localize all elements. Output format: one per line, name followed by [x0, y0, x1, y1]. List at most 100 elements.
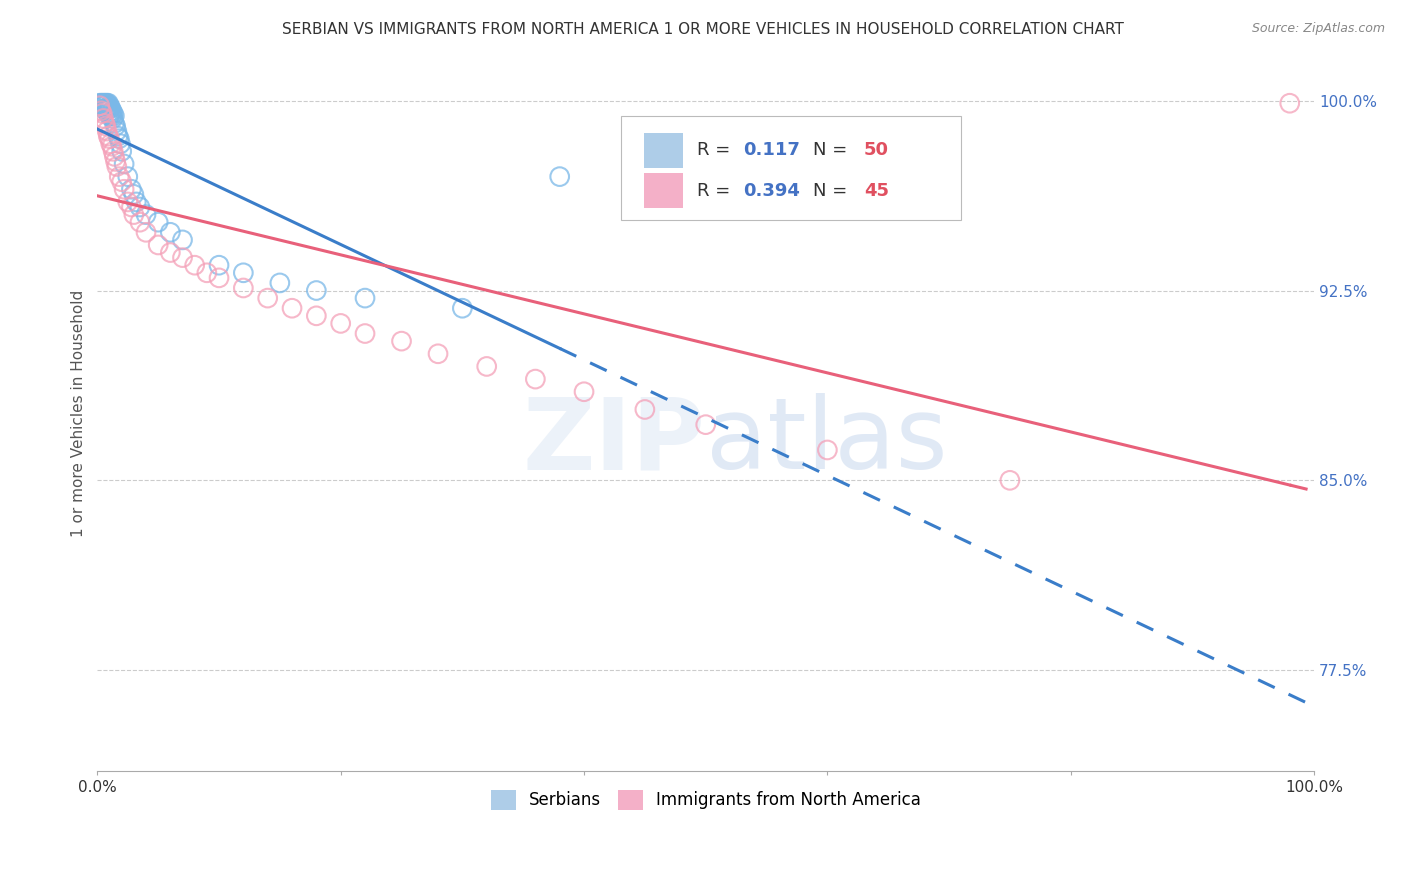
Legend: Serbians, Immigrants from North America: Serbians, Immigrants from North America	[484, 783, 928, 817]
Point	[159, 245, 181, 260]
Point	[281, 301, 304, 316]
Point	[91, 96, 114, 111]
Point	[256, 291, 278, 305]
Point	[98, 99, 121, 113]
Point	[101, 145, 124, 159]
Point	[112, 182, 135, 196]
Text: ZIP: ZIP	[523, 393, 706, 491]
Point	[111, 145, 134, 159]
Point	[1278, 96, 1301, 111]
Point	[172, 251, 194, 265]
Point	[103, 109, 125, 123]
Point	[91, 106, 114, 120]
Point	[391, 334, 413, 348]
Text: 45: 45	[863, 181, 889, 200]
Point	[93, 96, 115, 111]
Point	[232, 281, 254, 295]
Point	[104, 119, 127, 133]
Point	[104, 154, 127, 169]
Point	[93, 96, 115, 111]
Point	[94, 119, 117, 133]
Point	[101, 103, 124, 118]
Point	[305, 284, 328, 298]
Text: 0.394: 0.394	[744, 181, 800, 200]
Point	[998, 473, 1021, 487]
Text: 50: 50	[863, 142, 889, 160]
Point	[195, 266, 218, 280]
Point	[148, 215, 170, 229]
Point	[135, 208, 157, 222]
Point	[97, 96, 120, 111]
Point	[129, 215, 152, 229]
Point	[110, 136, 132, 151]
Point	[96, 101, 118, 115]
Point	[93, 101, 115, 115]
Point	[107, 129, 129, 144]
Point	[101, 112, 124, 126]
Point	[634, 402, 657, 417]
Point	[101, 109, 124, 123]
Point	[100, 106, 122, 120]
Point	[129, 200, 152, 214]
Text: R =: R =	[697, 142, 737, 160]
Point	[208, 270, 231, 285]
Point	[89, 99, 111, 113]
Point	[96, 96, 118, 111]
Point	[93, 99, 115, 113]
Point	[90, 103, 112, 118]
Point	[120, 182, 142, 196]
Point	[354, 291, 377, 305]
Point	[93, 112, 115, 126]
Point	[117, 194, 139, 209]
Point	[94, 103, 117, 118]
Point	[111, 175, 134, 189]
Point	[105, 124, 128, 138]
Text: Source: ZipAtlas.com: Source: ZipAtlas.com	[1251, 22, 1385, 36]
Point	[101, 106, 124, 120]
Point	[329, 317, 352, 331]
Point	[97, 101, 120, 115]
Point	[117, 169, 139, 184]
Text: N =: N =	[813, 142, 853, 160]
Point	[98, 109, 121, 123]
Point	[172, 233, 194, 247]
Point	[354, 326, 377, 341]
Point	[96, 124, 118, 138]
Point	[90, 96, 112, 111]
Point	[97, 106, 120, 120]
Point	[94, 96, 117, 111]
FancyBboxPatch shape	[644, 173, 682, 208]
Point	[159, 225, 181, 239]
Point	[100, 101, 122, 115]
Point	[98, 101, 121, 115]
Point	[98, 131, 121, 145]
Point	[101, 139, 124, 153]
Point	[269, 276, 291, 290]
Point	[91, 99, 114, 113]
Text: R =: R =	[697, 181, 737, 200]
Point	[125, 194, 148, 209]
Point	[232, 266, 254, 280]
Point	[100, 136, 122, 151]
Text: atlas: atlas	[706, 393, 948, 491]
Point	[94, 101, 117, 115]
Point	[475, 359, 498, 374]
Point	[120, 200, 142, 214]
Point	[103, 116, 125, 130]
Point	[135, 225, 157, 239]
Point	[108, 131, 131, 145]
Point	[208, 258, 231, 272]
Point	[548, 169, 571, 184]
Point	[122, 208, 145, 222]
FancyBboxPatch shape	[620, 116, 962, 219]
Point	[451, 301, 474, 316]
Point	[148, 238, 170, 252]
Point	[122, 187, 145, 202]
Point	[97, 129, 120, 144]
Point	[105, 160, 128, 174]
Point	[695, 417, 717, 432]
Point	[305, 309, 328, 323]
Point	[112, 157, 135, 171]
Y-axis label: 1 or more Vehicles in Household: 1 or more Vehicles in Household	[72, 290, 86, 537]
Point	[183, 258, 205, 272]
